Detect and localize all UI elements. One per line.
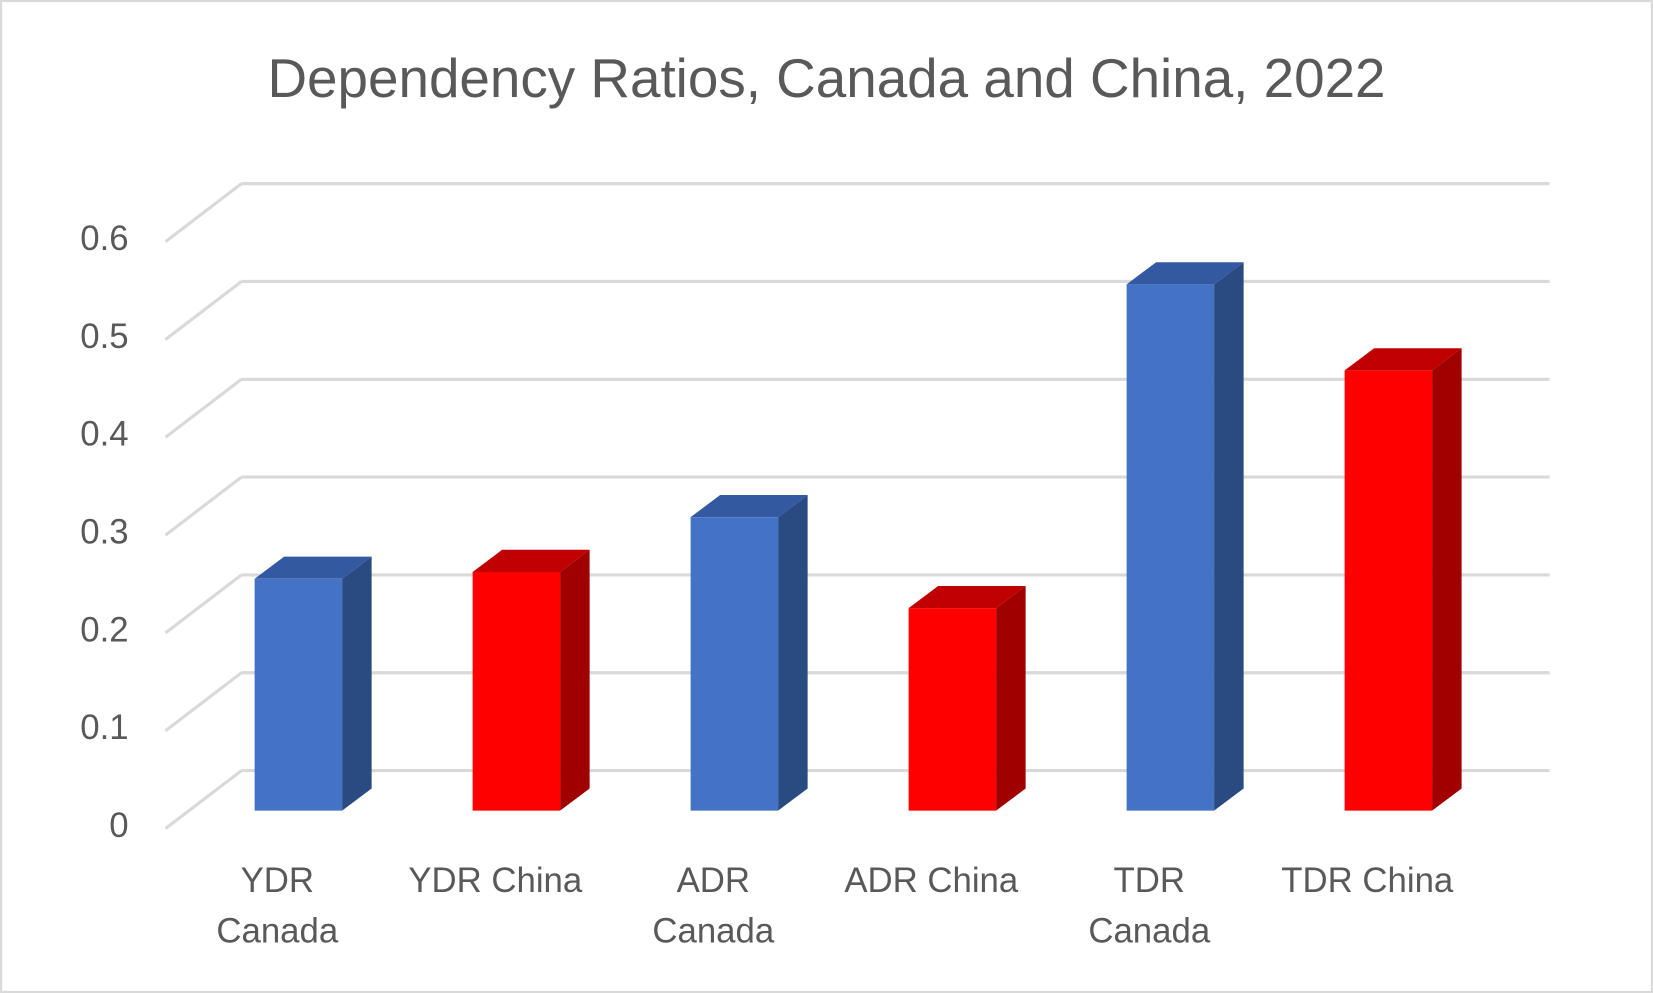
y-tick-label: 0.5 [80, 318, 128, 356]
y-axis-ticks: 0 0.1 0.2 0.3 0.4 0.5 0.6 [80, 220, 128, 845]
gridline-depth [164, 280, 243, 341]
x-tick-label: YDR [241, 862, 314, 900]
bar-side [778, 495, 808, 811]
gridlines [164, 182, 1550, 830]
gridline-depth [164, 671, 243, 732]
x-tick-label: Canada [216, 912, 338, 950]
bar-top [908, 586, 1026, 609]
bar [1126, 262, 1244, 811]
bars [254, 262, 1462, 811]
x-tick-label: YDR China [408, 862, 583, 900]
bar [690, 495, 808, 811]
bar-front [908, 608, 997, 811]
bar-front [690, 517, 779, 811]
y-tick-label: 0.2 [80, 611, 128, 649]
bar-front [1126, 284, 1215, 811]
x-tick-label: ADR [677, 862, 750, 900]
bar-side [996, 586, 1026, 811]
x-tick-label: TDR China [1281, 862, 1454, 900]
gridline-depth [164, 769, 243, 830]
gridline-depth [164, 378, 243, 439]
chart-title: Dependency Ratios, Canada and China, 202… [267, 47, 1385, 109]
gridline-depth [164, 475, 243, 537]
x-tick-label: ADR China [844, 862, 1019, 900]
bar-side [1214, 262, 1244, 811]
bar-front [472, 571, 561, 811]
gridline-depth [164, 182, 243, 243]
x-tick-label: Canada [652, 912, 774, 950]
bar-top [254, 556, 372, 579]
x-axis-labels: YDR Canada YDR China ADR Canada ADR China TDR C… [216, 862, 1454, 951]
bar-top [1344, 348, 1462, 371]
bar-side [342, 556, 372, 811]
bar-top [690, 495, 808, 518]
bar [908, 586, 1026, 811]
bar-front [1344, 370, 1433, 811]
bar-side [1432, 348, 1462, 811]
bar [254, 556, 372, 811]
y-tick-label: 0.3 [80, 514, 128, 552]
bar-top [1126, 262, 1244, 285]
y-tick-label: 0.6 [80, 220, 128, 258]
bar-side [560, 549, 590, 811]
bar [1344, 348, 1462, 811]
x-tick-label: Canada [1088, 912, 1210, 950]
bar-top [472, 549, 590, 572]
y-tick-label: 0.1 [80, 709, 128, 747]
x-tick-label: TDR [1114, 862, 1185, 900]
y-tick-label: 0.4 [80, 416, 128, 454]
gridline-depth [164, 573, 243, 635]
y-tick-label: 0 [109, 807, 128, 845]
bar-front [254, 578, 343, 811]
bar [472, 549, 590, 811]
